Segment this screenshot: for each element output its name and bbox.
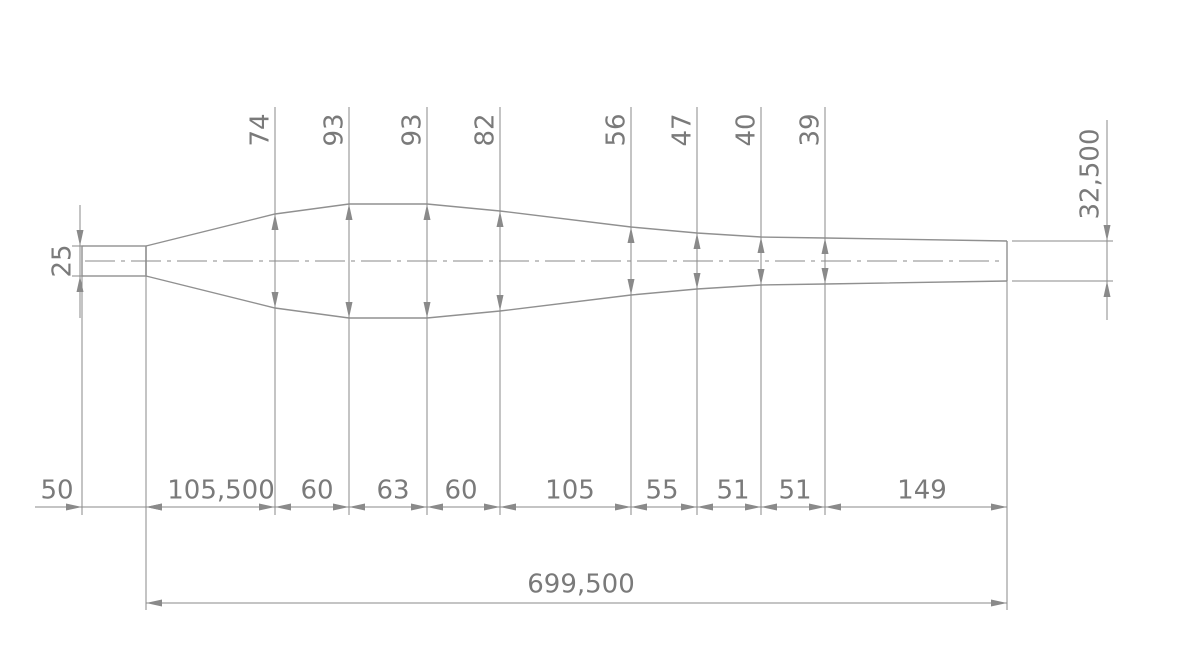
arrowhead (427, 503, 443, 511)
arrowhead (333, 503, 349, 511)
arrowhead (757, 269, 765, 285)
length-label: 105 (545, 476, 595, 506)
arrowhead (1103, 225, 1111, 241)
arrowhead (821, 238, 829, 254)
length-label: 105,500 (167, 476, 275, 506)
arrowhead (349, 503, 365, 511)
arrowhead (275, 503, 291, 511)
length-label: 50 (40, 476, 73, 506)
diameter-label: 93 (398, 113, 428, 146)
arrowhead (76, 230, 84, 246)
part-outline (81, 203, 1008, 319)
arrowhead (757, 237, 765, 253)
diameter-label: 56 (602, 113, 632, 146)
diameter-label: 39 (796, 113, 826, 146)
radius-label: 32,500 (1076, 129, 1106, 220)
arrowhead (146, 599, 162, 607)
arrowhead (809, 503, 825, 511)
arrowhead (496, 295, 504, 311)
diameter-label: 74 (246, 113, 276, 146)
arrowhead (259, 503, 275, 511)
length-label: 63 (376, 476, 409, 506)
diameter-label: 40 (732, 113, 762, 146)
arrowhead (693, 273, 701, 289)
arrowhead (423, 204, 431, 220)
arrowhead (681, 503, 697, 511)
arrowhead (146, 503, 162, 511)
arrowhead (1103, 281, 1111, 297)
diameter-label: 47 (668, 113, 698, 146)
arrowhead (345, 302, 353, 318)
arrowhead (745, 503, 761, 511)
diameter-label: 93 (320, 113, 350, 146)
arrowhead (761, 503, 777, 511)
length-label: 60 (300, 476, 333, 506)
arrowhead (697, 503, 713, 511)
arrowhead (615, 503, 631, 511)
arrowhead (271, 214, 279, 230)
length-label: 55 (645, 476, 678, 506)
arrowhead (66, 503, 82, 511)
arrowhead (825, 503, 841, 511)
arrowhead (821, 268, 829, 284)
arrowhead (991, 503, 1007, 511)
arrowhead (423, 302, 431, 318)
arrowhead (411, 503, 427, 511)
length-label: 149 (897, 476, 947, 506)
overall-length-label: 699,500 (527, 570, 635, 600)
length-label: 51 (716, 476, 749, 506)
diameter-label: 82 (471, 113, 501, 146)
length-label: 60 (444, 476, 477, 506)
arrowhead (271, 292, 279, 308)
arrowhead (345, 204, 353, 220)
arrowhead (500, 503, 516, 511)
profile-top (145, 203, 1008, 247)
arrowhead (627, 279, 635, 295)
arrowhead (484, 503, 500, 511)
arrowhead (631, 503, 647, 511)
diameter-label: 25 (48, 244, 78, 277)
arrowhead (627, 227, 635, 243)
arrowhead (693, 233, 701, 249)
length-label: 51 (778, 476, 811, 506)
arrowhead (496, 211, 504, 227)
arrowhead (991, 599, 1007, 607)
profile-bottom (145, 275, 1008, 319)
